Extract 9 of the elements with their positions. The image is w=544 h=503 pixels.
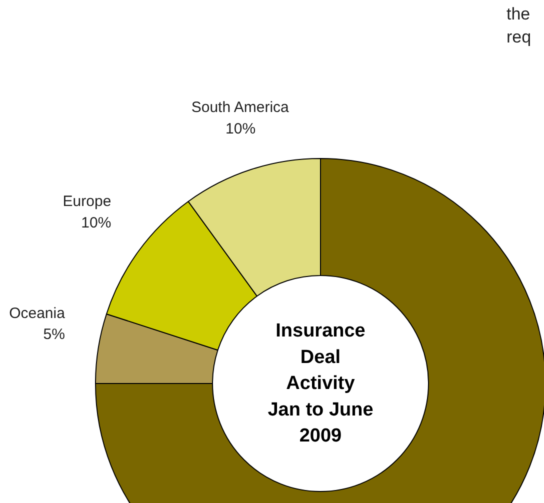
slice-label: Europe bbox=[62, 193, 112, 210]
slice-label: South America bbox=[191, 99, 290, 116]
data-label: 10% bbox=[81, 214, 112, 232]
slice-label: Oceania bbox=[9, 304, 66, 322]
text: the bbox=[506, 4, 530, 24]
text: Insurance Deal Activity Jan to June 2009 bbox=[268, 320, 374, 446]
data-label: 10% bbox=[226, 120, 256, 138]
text: req bbox=[506, 28, 532, 46]
data-label: 5% bbox=[43, 326, 65, 344]
